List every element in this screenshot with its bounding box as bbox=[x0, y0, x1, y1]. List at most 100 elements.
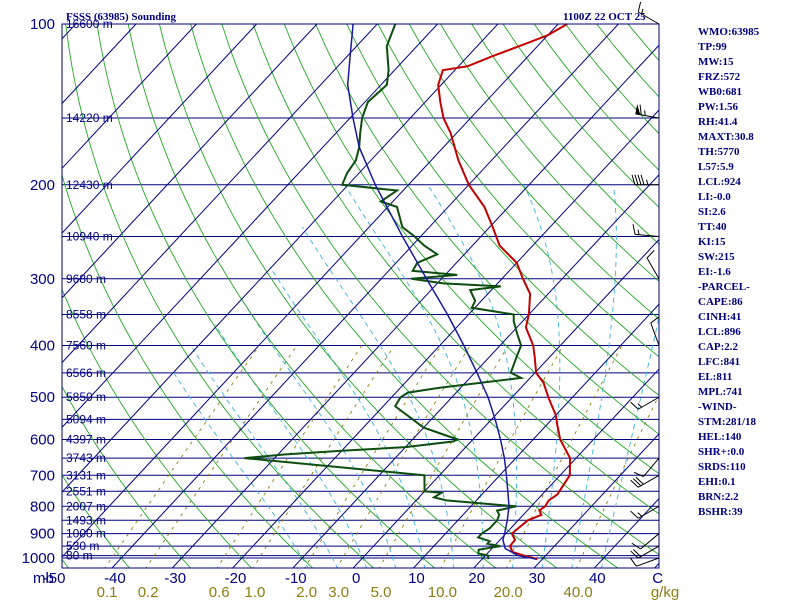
wind-barb bbox=[630, 396, 660, 410]
mixing-ratio-label: 3.0 bbox=[328, 584, 349, 600]
mixing-ratio-label: 40.0 bbox=[564, 584, 593, 600]
mixing-ratio-label: 0.1 bbox=[97, 584, 118, 600]
dry-adiabat-0 bbox=[65, 24, 375, 568]
pressure-unit-label: mb bbox=[33, 570, 54, 587]
height-label: 3131 m bbox=[66, 468, 106, 482]
pressure-tick-label: 100 bbox=[30, 16, 55, 33]
height-label: 5094 m bbox=[66, 412, 106, 426]
mixing-ratio-label: 0.2 bbox=[138, 584, 159, 600]
wind-barb-flag bbox=[646, 250, 655, 259]
moist-adiabat-0 bbox=[214, 324, 368, 568]
index-line: CAP:2.2 bbox=[698, 341, 739, 353]
temperature-tick-label: -50 bbox=[44, 570, 66, 587]
index-line: WB0:681 bbox=[698, 86, 742, 98]
moist-adiabat-40 bbox=[600, 314, 659, 568]
wind-barb-pennant bbox=[635, 104, 641, 115]
mixing-ratio-label: 20.0 bbox=[494, 584, 523, 600]
wind-barb-half-flag bbox=[644, 110, 646, 116]
wind-barbs bbox=[629, 1, 660, 567]
wind-barb-shaft bbox=[637, 474, 660, 488]
wind-barb-shaft bbox=[650, 322, 660, 346]
mixing-ratio-label: g/kg bbox=[651, 584, 679, 600]
wind-barb bbox=[631, 174, 659, 186]
isotherm--70 bbox=[62, 24, 439, 429]
dry-adiabat--10 bbox=[62, 173, 314, 568]
index-line: EL:811 bbox=[698, 371, 732, 383]
index-line: CINH:41 bbox=[698, 311, 741, 323]
temperature-tick-label: 20 bbox=[468, 570, 485, 587]
wind-barb bbox=[630, 545, 660, 559]
wind-barb-half-flag bbox=[641, 8, 644, 15]
wind-barb bbox=[631, 533, 660, 550]
index-line: SW:215 bbox=[698, 251, 735, 263]
pressure-tick-label: 400 bbox=[30, 338, 55, 355]
wind-barb-shaft bbox=[636, 557, 660, 567]
index-line: -PARCEL- bbox=[698, 281, 750, 293]
isotherm--10 bbox=[292, 174, 659, 568]
index-line: L57:5.9 bbox=[698, 161, 734, 173]
dry-adiabat--30 bbox=[62, 385, 192, 568]
height-label: 530 m bbox=[66, 539, 99, 553]
isotherm--90 bbox=[62, 24, 318, 299]
wind-barb-shaft bbox=[640, 533, 660, 550]
temperature-tick-label: -10 bbox=[285, 570, 307, 587]
height-label: 6566 m bbox=[66, 366, 106, 380]
index-line: -WIND- bbox=[698, 401, 737, 413]
index-line: BSHR:39 bbox=[698, 506, 743, 518]
wind-barb-half-flag bbox=[637, 229, 640, 235]
height-label: 8558 m bbox=[66, 308, 106, 322]
index-line: HEL:140 bbox=[698, 431, 742, 443]
isobar-grid bbox=[62, 23, 659, 559]
wind-barb-flag bbox=[640, 174, 645, 185]
chart-timestamp: 1100Z 22 OCT 25 bbox=[563, 11, 646, 23]
dry-adiabat-30 bbox=[158, 24, 558, 568]
isotherm--30 bbox=[171, 44, 659, 568]
isotherm--60 bbox=[62, 24, 499, 493]
chart-title: FSSS (63985) Sounding bbox=[66, 11, 177, 23]
wind-barb bbox=[629, 557, 660, 567]
moist-adiabats bbox=[171, 184, 659, 568]
index-line: LFC:841 bbox=[698, 356, 740, 368]
dry-adiabat-130 bbox=[471, 24, 659, 245]
temperature-tick-label: -20 bbox=[225, 570, 247, 587]
pressure-tick-label: 900 bbox=[30, 526, 55, 543]
temperature-tick-label: 40 bbox=[589, 570, 606, 587]
wind-barb-flag bbox=[637, 174, 642, 185]
wind-barb-flag bbox=[630, 550, 639, 559]
isotherm--100 bbox=[62, 24, 258, 234]
parcel-trace bbox=[346, 24, 537, 560]
wind-barb bbox=[646, 250, 660, 280]
wind-barb bbox=[633, 457, 660, 477]
height-label: 3743 m bbox=[66, 451, 106, 465]
height-label: 5850 m bbox=[66, 390, 106, 404]
isotherm--120 bbox=[62, 24, 137, 105]
moist-adiabat-5 bbox=[239, 297, 397, 568]
moist-adiabat-20 bbox=[344, 184, 484, 568]
index-line: LCL:924 bbox=[698, 176, 741, 188]
wind-barb-shaft bbox=[646, 257, 660, 280]
wind-barb-half-flag bbox=[637, 403, 643, 408]
index-line: EI:-1.6 bbox=[698, 266, 731, 278]
dry-adiabat-150 bbox=[533, 24, 659, 171]
index-line: LI:-0.0 bbox=[698, 191, 731, 203]
wind-barb-shaft bbox=[635, 113, 660, 119]
temperature-tick-label: 10 bbox=[408, 570, 425, 587]
wind-barb-flag bbox=[630, 510, 639, 519]
index-line: TH:5770 bbox=[698, 146, 740, 158]
height-label: 2551 m bbox=[66, 484, 106, 498]
temperature-tick-label: 0 bbox=[352, 570, 360, 587]
isotherm--20 bbox=[231, 109, 659, 568]
pressure-tick-label: 700 bbox=[30, 467, 55, 484]
height-label: 4397 m bbox=[66, 433, 106, 447]
mixing-ratio-lines bbox=[104, 345, 659, 568]
pressure-tick-label: 800 bbox=[30, 498, 55, 515]
isotherm--50 bbox=[62, 24, 559, 558]
temperature-tick-label: 30 bbox=[529, 570, 546, 587]
mixing-ratio-20 bbox=[506, 345, 623, 568]
mixing-ratio-label: 1.0 bbox=[245, 584, 266, 600]
wind-barb-flag bbox=[632, 549, 642, 557]
index-line: STM:281/18 bbox=[698, 416, 757, 428]
dry-adiabat-10 bbox=[96, 24, 436, 568]
isotherm-grid bbox=[62, 24, 659, 568]
